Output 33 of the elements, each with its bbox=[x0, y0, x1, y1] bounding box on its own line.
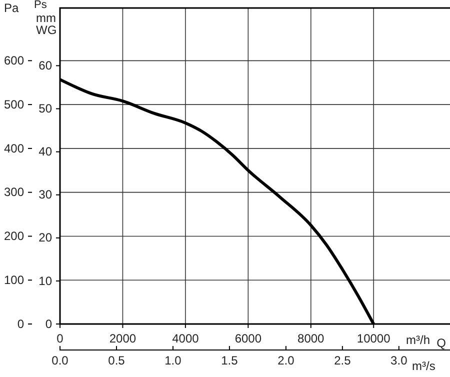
x-tick-label: 4000 bbox=[172, 332, 200, 346]
y-tick-label: 200 bbox=[4, 229, 24, 244]
y2-tick-label: 60 bbox=[38, 58, 52, 73]
y-axis-title: Pa bbox=[4, 1, 20, 15]
y-tick-label: 100 bbox=[4, 272, 24, 287]
y-tick-label: 400 bbox=[4, 141, 24, 156]
x-tick-label: 2000 bbox=[109, 332, 136, 346]
x2-tick-label: 1.5 bbox=[221, 354, 238, 368]
x2-tick-label: 3.0 bbox=[390, 354, 408, 368]
y2-tick-label: 30 bbox=[38, 188, 52, 202]
y-tick-label: 500 bbox=[4, 97, 24, 112]
x2-axis-title: m³/s bbox=[412, 359, 436, 373]
x-tick-label: 8000 bbox=[298, 332, 325, 346]
x-tick-label: 0 bbox=[56, 332, 64, 346]
x2-tick-label: 2.5 bbox=[334, 354, 352, 368]
y2-tick-label: 20 bbox=[38, 230, 52, 245]
y2-tick-label: 50 bbox=[38, 102, 52, 116]
y-tick-label: 300 bbox=[4, 185, 24, 200]
x-tick-label: 10000 bbox=[356, 332, 391, 346]
y2-tick-label: 40 bbox=[38, 144, 52, 159]
x2-tick-label: 2.0 bbox=[278, 354, 295, 368]
x2-tick-label: 0.0 bbox=[52, 354, 69, 368]
x-tick-label: 6000 bbox=[234, 332, 262, 346]
text: Q bbox=[436, 336, 446, 350]
text: Ps bbox=[34, 0, 48, 11]
y-tick-label: 600 bbox=[4, 54, 24, 68]
x2-tick-label: 1.0 bbox=[164, 354, 182, 368]
y2-tick-label: 10 bbox=[38, 274, 52, 288]
x-axis-title: m³/h bbox=[406, 333, 430, 347]
y2-axis-title: mm WG bbox=[36, 11, 57, 37]
y-tick-label: 0 bbox=[17, 316, 24, 331]
y2-tick-label: 0 bbox=[45, 316, 52, 331]
x2-tick-label: 0.5 bbox=[108, 354, 126, 368]
